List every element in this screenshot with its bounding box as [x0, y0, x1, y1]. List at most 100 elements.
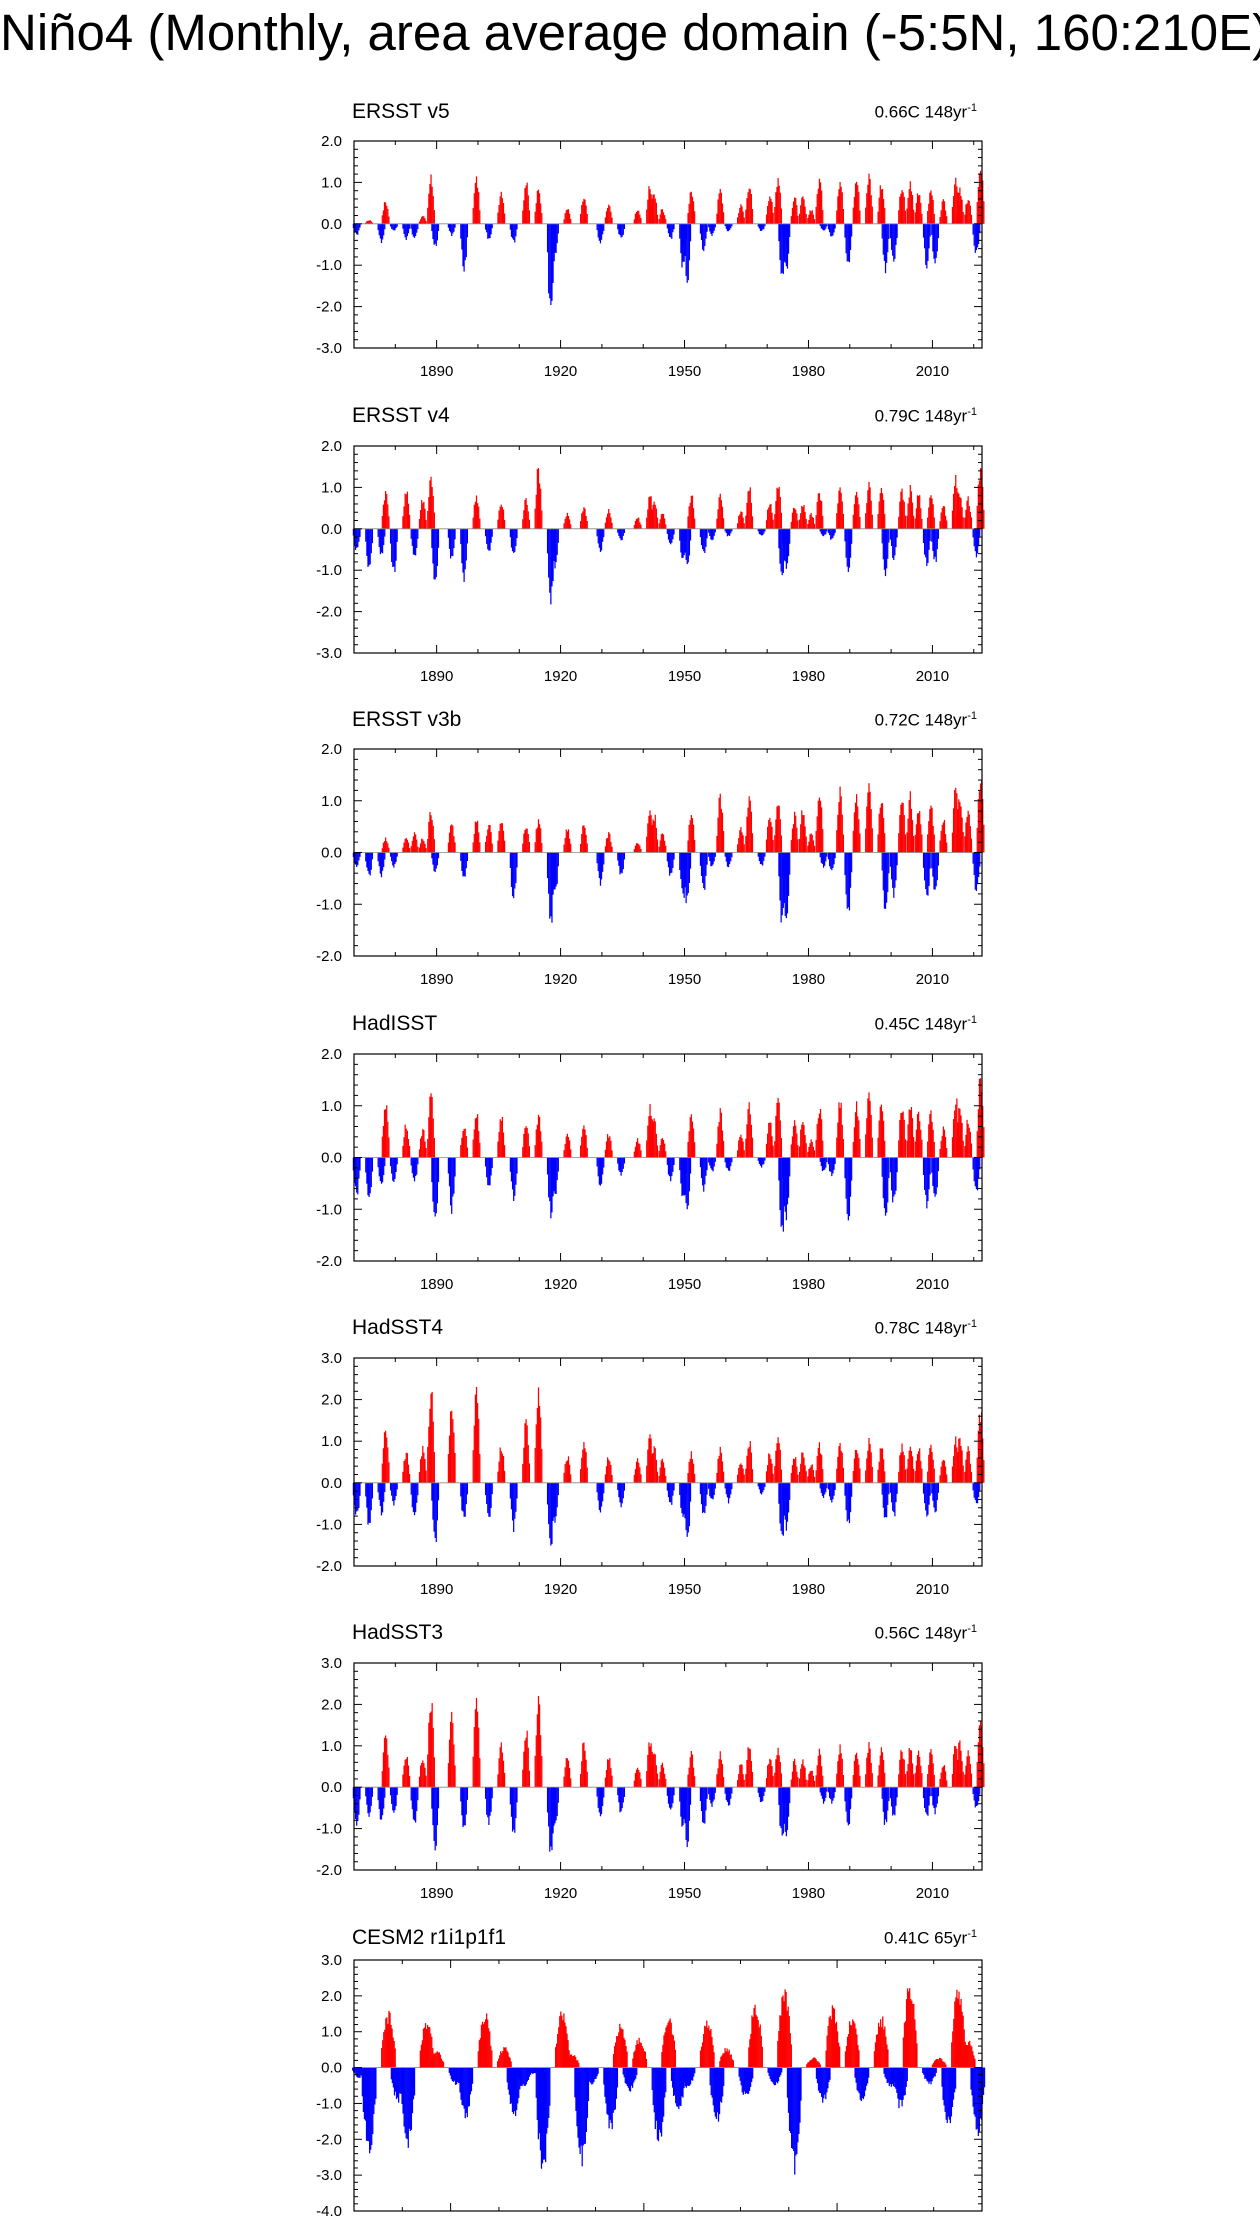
bar — [868, 481, 870, 529]
bar — [927, 1482, 929, 1515]
bar — [845, 2045, 848, 2068]
bar — [889, 852, 892, 867]
bar — [528, 1770, 531, 1788]
bar — [852, 207, 854, 224]
bar — [527, 833, 529, 853]
bar — [433, 839, 435, 853]
bar — [624, 2039, 626, 2068]
bar — [979, 1157, 981, 1170]
bar — [935, 1787, 937, 1808]
bar — [548, 1787, 550, 1827]
bar — [901, 1751, 903, 1788]
bar — [779, 1787, 781, 1826]
bar — [933, 223, 935, 259]
bar — [500, 1451, 502, 1483]
bar — [884, 833, 886, 853]
bar — [824, 852, 826, 866]
bar — [647, 823, 649, 853]
bar — [356, 852, 358, 867]
bar — [537, 1114, 540, 1158]
bar — [490, 1787, 492, 1812]
bar — [745, 835, 747, 853]
bar — [846, 223, 848, 262]
bar — [403, 1137, 405, 1158]
bar — [525, 185, 527, 224]
bar — [965, 509, 967, 529]
bar — [694, 211, 696, 224]
bar — [586, 214, 588, 224]
bar — [552, 1157, 554, 1180]
bar — [381, 852, 384, 871]
bar — [941, 824, 943, 853]
bar — [464, 1482, 466, 1517]
bar — [373, 2067, 375, 2115]
bar — [441, 2060, 444, 2068]
bar — [941, 508, 943, 529]
bar — [474, 1394, 477, 1483]
bar — [618, 1157, 620, 1171]
bar — [371, 1787, 374, 1797]
bar — [922, 852, 925, 868]
bar — [846, 528, 848, 567]
bar — [661, 2052, 663, 2068]
bar — [712, 1157, 714, 1172]
bar — [617, 223, 619, 230]
bar — [976, 1157, 979, 1191]
bar — [534, 1145, 536, 1158]
bar — [740, 827, 742, 853]
bar — [682, 1157, 684, 1196]
bar — [907, 1124, 909, 1158]
bar — [721, 1764, 724, 1788]
bar — [813, 1780, 816, 1788]
bar — [482, 2024, 485, 2068]
bar — [887, 1787, 889, 1811]
bar — [685, 1157, 687, 1204]
bar — [466, 528, 469, 544]
bar — [689, 502, 691, 529]
bar — [730, 852, 732, 862]
bar — [649, 1104, 651, 1158]
bar — [965, 1134, 967, 1158]
bar — [568, 213, 571, 224]
bar — [834, 1482, 836, 1490]
bar — [784, 1787, 786, 1832]
bar — [487, 1482, 489, 1514]
bar — [747, 491, 749, 529]
bar — [881, 223, 883, 239]
bar — [403, 1765, 405, 1788]
bar — [900, 804, 902, 853]
bar — [672, 1482, 674, 1496]
bar — [390, 2025, 392, 2068]
bar — [743, 844, 745, 853]
bar — [770, 198, 772, 224]
bar — [806, 2064, 808, 2068]
bar — [842, 1775, 845, 1788]
bar — [387, 1121, 389, 1158]
x-tick-label: 1950 — [668, 971, 701, 988]
bar — [979, 1078, 982, 1158]
bar — [748, 2047, 750, 2068]
bar — [640, 1474, 642, 1483]
bar — [501, 198, 504, 224]
bar — [366, 528, 368, 556]
bar — [713, 223, 715, 231]
bar — [899, 815, 901, 853]
bar — [371, 1482, 374, 1499]
bar — [743, 523, 745, 529]
bar — [563, 1150, 565, 1158]
bar — [907, 1458, 909, 1483]
bar — [407, 503, 410, 529]
bar — [633, 219, 635, 224]
bar — [823, 2067, 825, 2099]
bar — [812, 214, 814, 224]
bar — [684, 852, 686, 888]
bar — [566, 2058, 568, 2068]
bar — [598, 528, 600, 548]
bar — [609, 1461, 611, 1483]
bar — [618, 223, 620, 235]
y-tick-label: -3.0 — [316, 645, 342, 662]
bar — [688, 852, 691, 884]
bar — [883, 1787, 886, 1825]
